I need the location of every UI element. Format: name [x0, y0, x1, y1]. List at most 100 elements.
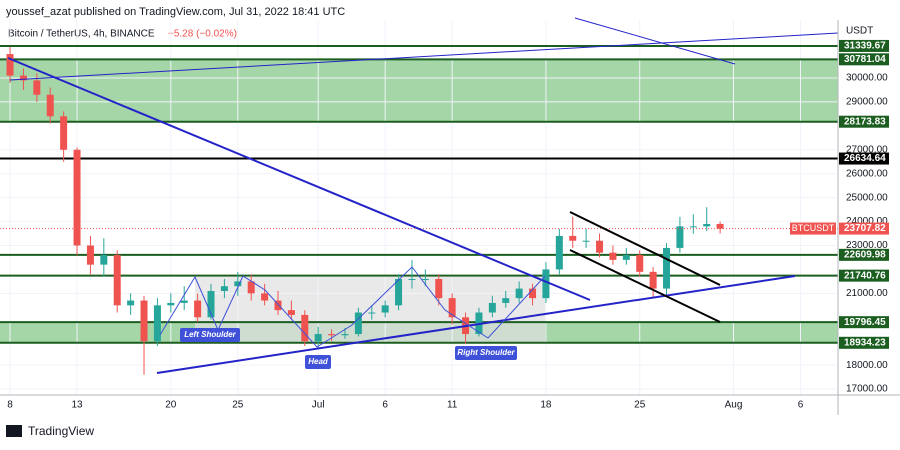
annotation: Head	[308, 357, 329, 366]
candle-body	[421, 279, 429, 281]
candle-body	[60, 116, 68, 150]
candle-body	[261, 293, 269, 301]
level-label: 28173.83	[844, 116, 886, 127]
y-tick-label: 25000.00	[846, 192, 888, 203]
level-box	[839, 39, 889, 52]
x-tick-label: 25	[634, 400, 646, 411]
trend-line	[9, 32, 839, 81]
x-tick-label: 20	[165, 400, 177, 411]
level-label: 21740.76	[844, 270, 886, 281]
candle-body	[609, 252, 617, 260]
x-tick-label: Jul	[312, 400, 325, 411]
candle-body	[180, 300, 188, 303]
candle-body	[689, 226, 697, 228]
candle-body	[515, 288, 523, 299]
trend-line	[574, 17, 736, 65]
candle-body	[328, 334, 336, 336]
x-tick-label: 8	[7, 400, 13, 411]
y-tick-label: 18000.00	[846, 360, 888, 371]
candle-body	[408, 279, 416, 281]
plot	[0, 20, 838, 395]
candle-body	[140, 300, 148, 342]
change: −5.28 (−0.02%)	[168, 29, 237, 40]
annotation: Left Shoulder	[184, 330, 236, 339]
y-tick-label: 30000.00	[846, 73, 888, 84]
symbol: Bitcoin / TetherUS, 4h, BINANCE	[8, 29, 155, 40]
candle-body	[301, 314, 309, 342]
candle-body	[234, 281, 242, 287]
candle-body	[636, 255, 644, 272]
candle-body	[502, 298, 510, 303]
x-tick-label: 18	[540, 400, 552, 411]
x-tick-label: 6	[382, 400, 388, 411]
candle-body	[341, 334, 349, 336]
level-box	[839, 53, 889, 66]
x-tick-label: 6	[798, 400, 804, 411]
currency: USDT	[846, 26, 873, 37]
level-label: 19796.45	[844, 317, 886, 328]
candle-body	[569, 235, 577, 241]
publisher: youssef_azat published on TradingView.co…	[6, 6, 345, 18]
level-box	[839, 248, 889, 261]
candle-body	[582, 240, 590, 242]
level-label: 22609.98	[844, 249, 886, 260]
level-box	[839, 115, 889, 128]
annotation-box	[455, 346, 517, 360]
y-tick-label: 17000.00	[846, 384, 888, 395]
candle-body	[274, 300, 282, 311]
candle-body	[663, 247, 671, 289]
x-tick-label: 13	[71, 400, 83, 411]
candle-body	[220, 286, 228, 291]
candle-body	[153, 305, 161, 342]
candle-body	[716, 223, 724, 229]
candle-body	[6, 54, 14, 76]
level-box	[839, 316, 889, 329]
annotation-box	[305, 355, 331, 369]
level-label: 30781.04	[844, 54, 886, 65]
level-box	[839, 269, 889, 282]
logo	[6, 425, 22, 437]
current-name-box	[790, 222, 836, 235]
trend-line	[156, 275, 796, 374]
level-label: 31339.67	[844, 41, 886, 52]
candle-body	[703, 223, 711, 227]
candle-body	[287, 310, 295, 315]
pattern-line	[159, 266, 546, 348]
candle-body	[127, 300, 135, 306]
candle-body	[314, 334, 322, 342]
candle-body	[555, 235, 563, 270]
candle-body	[622, 255, 630, 260]
trend-line	[7, 57, 591, 301]
candle-body	[113, 255, 121, 306]
level-box	[839, 152, 889, 165]
level-label: 18934.23	[844, 337, 886, 348]
y-tick-label: 24000.00	[846, 216, 888, 227]
candle-body	[448, 298, 456, 318]
channel-line	[569, 249, 721, 323]
candle-body	[395, 279, 403, 306]
candle-body	[100, 255, 108, 265]
candle-body	[649, 271, 657, 289]
level-box	[839, 336, 889, 349]
candle-body	[46, 94, 54, 117]
x-tick-label: 11	[447, 400, 458, 411]
annotation: Right Shoulder	[457, 348, 515, 357]
candle-body	[207, 290, 215, 318]
candle-body	[381, 305, 389, 313]
candle-body	[73, 149, 81, 246]
y-tick-label: 21000.00	[846, 288, 888, 299]
current-value: 23707.82	[844, 223, 886, 234]
candle-body	[676, 226, 684, 248]
candle-body	[368, 312, 376, 314]
candle-body	[542, 269, 550, 299]
candle-body	[529, 288, 537, 299]
candle-body	[435, 279, 443, 299]
brand: TradingView	[28, 424, 94, 438]
candle-body	[19, 75, 27, 81]
price-axis	[838, 20, 900, 415]
candle-body	[354, 312, 362, 335]
y-tick-label: 26000.00	[846, 168, 888, 179]
candle-body	[86, 245, 94, 265]
candle-body	[488, 302, 496, 313]
zone	[0, 59, 838, 122]
